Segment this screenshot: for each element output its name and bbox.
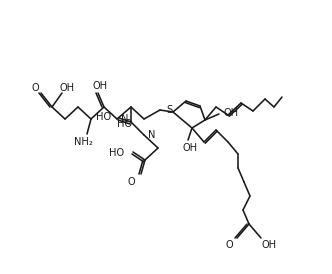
Text: OH: OH xyxy=(92,81,108,91)
Text: OH: OH xyxy=(261,240,277,250)
Text: O: O xyxy=(225,240,233,250)
Text: OH: OH xyxy=(223,108,239,118)
Text: HO: HO xyxy=(109,148,124,158)
Text: NH₂: NH₂ xyxy=(74,137,92,147)
Text: O: O xyxy=(127,177,135,187)
Text: S: S xyxy=(166,105,172,115)
Text: N: N xyxy=(121,114,128,124)
Text: N: N xyxy=(148,130,155,140)
Text: OH: OH xyxy=(183,143,198,153)
Text: OH: OH xyxy=(59,83,75,93)
Text: O: O xyxy=(31,83,39,93)
Text: HO: HO xyxy=(117,119,132,129)
Text: HO: HO xyxy=(96,112,111,122)
